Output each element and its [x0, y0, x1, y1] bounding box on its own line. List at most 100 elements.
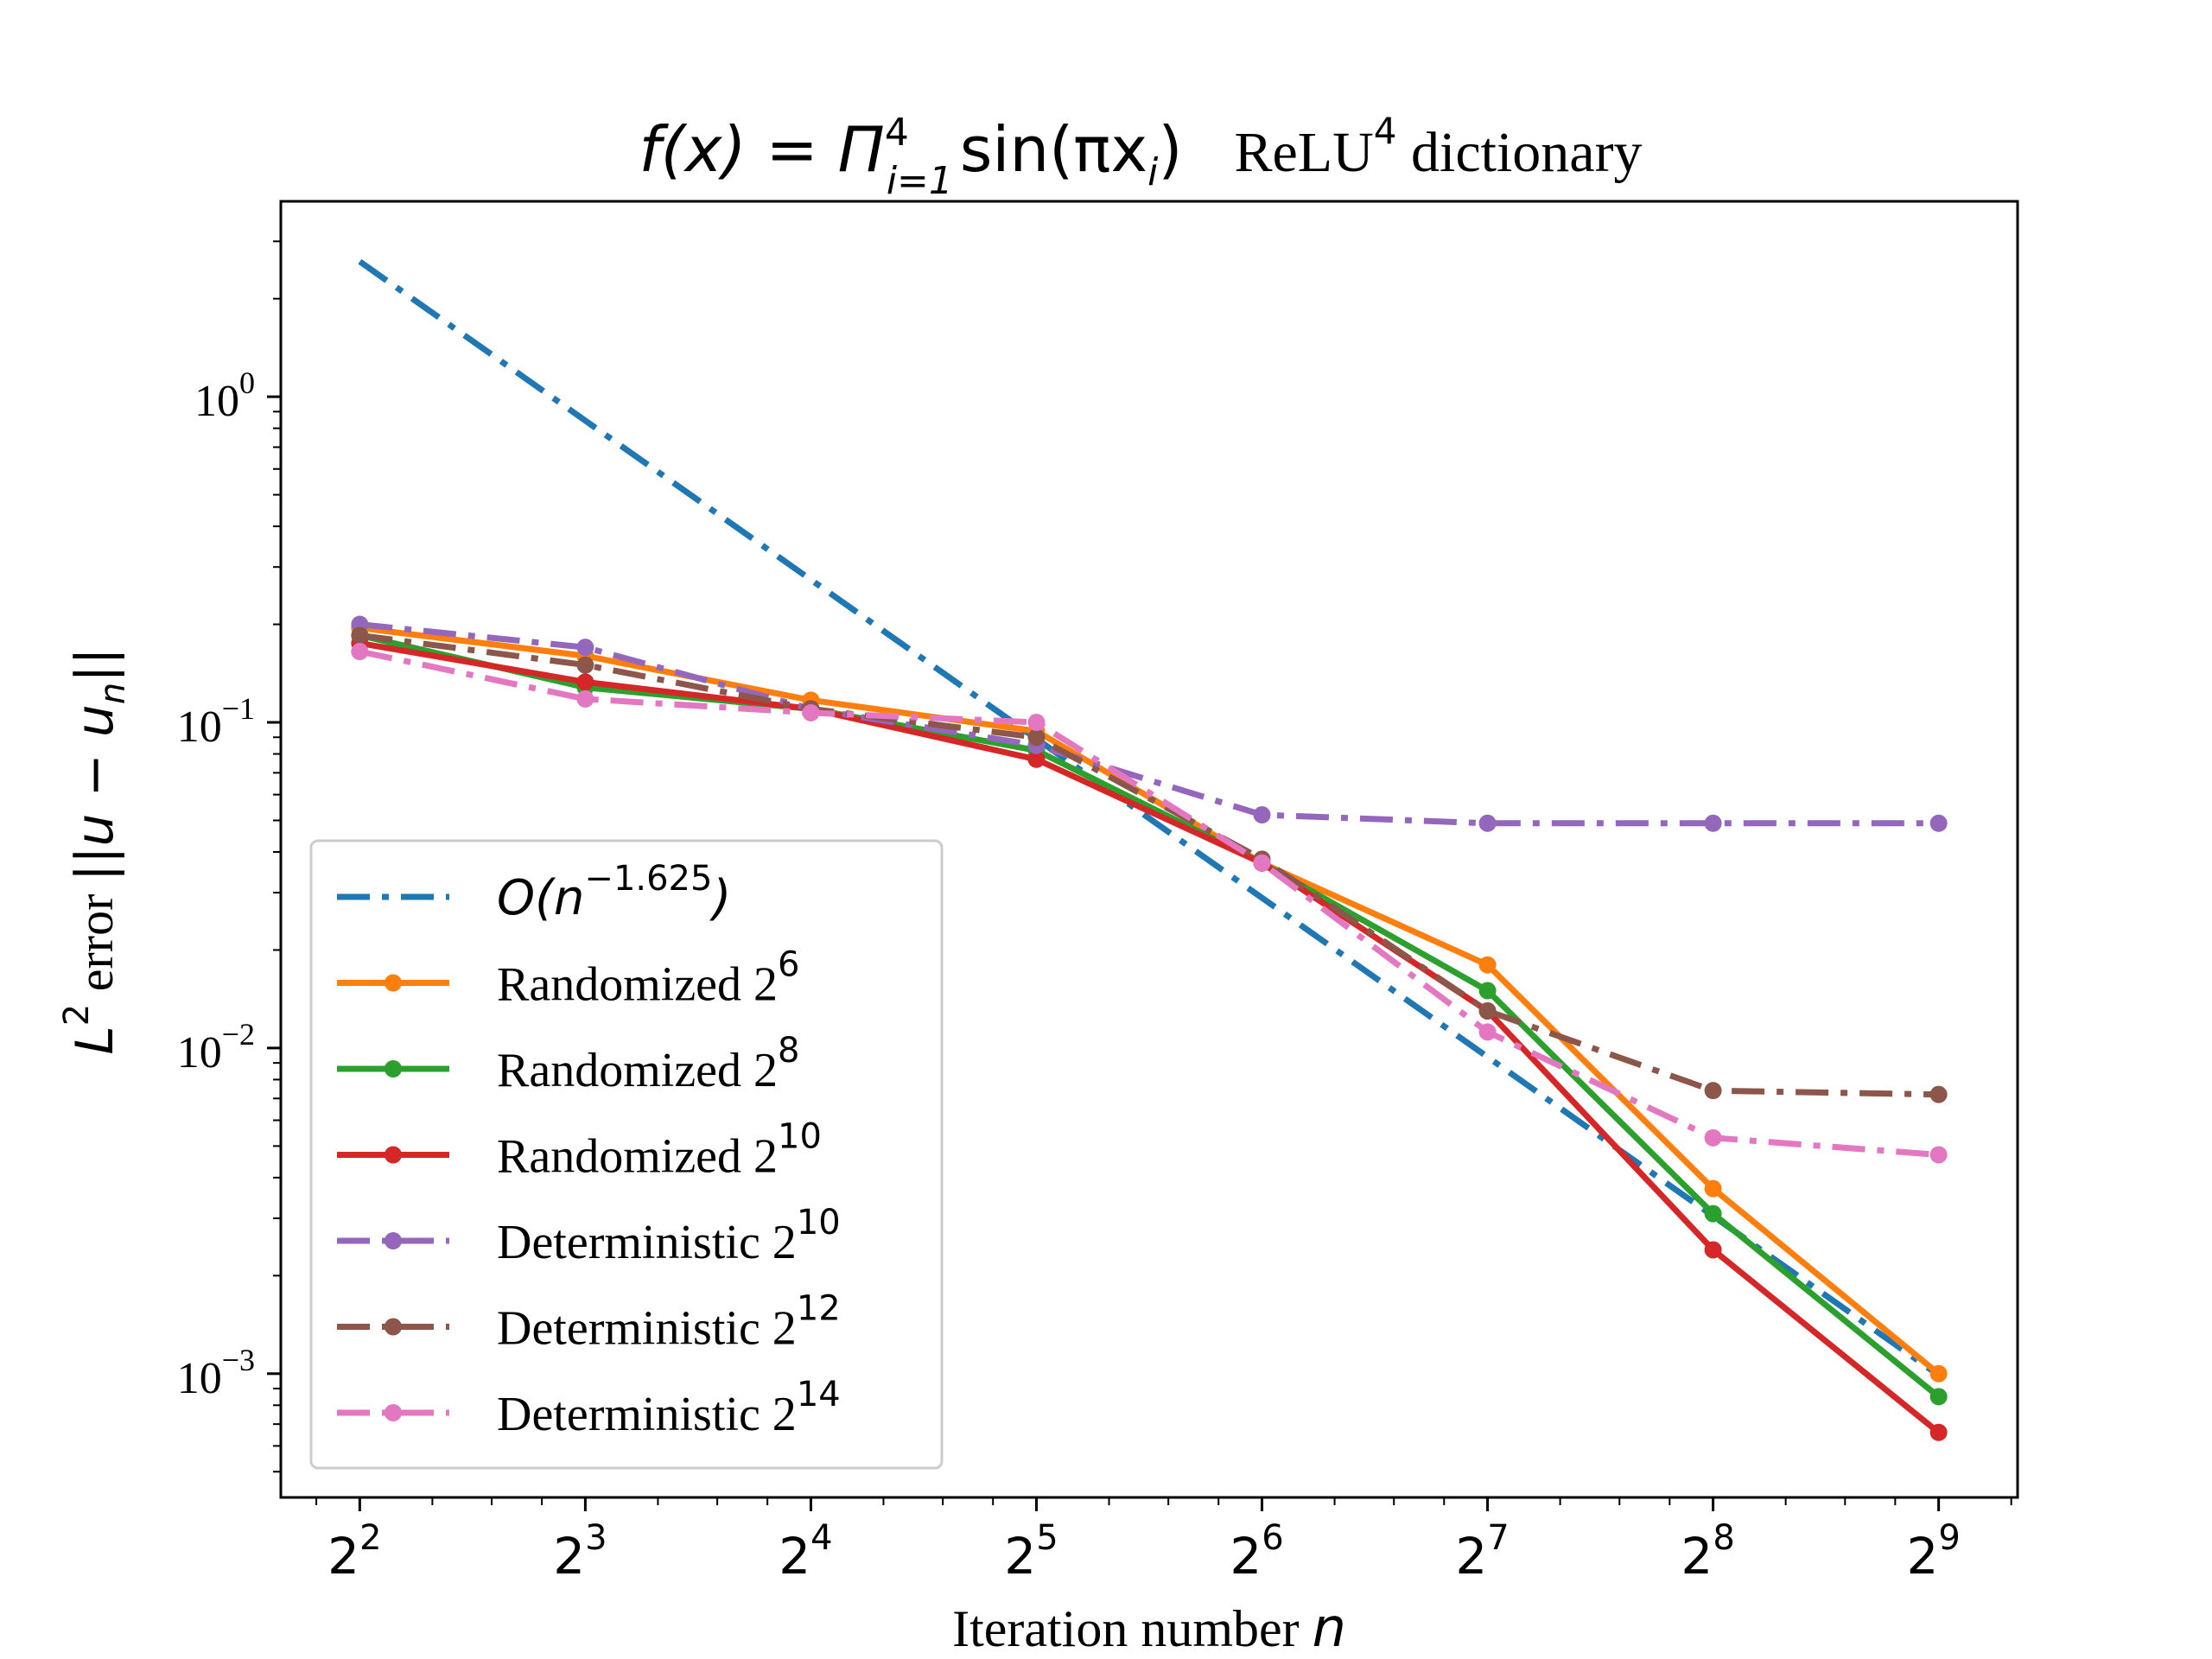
x-tick-base: 2 — [553, 1527, 585, 1586]
legend-label-rand-2-10: Randomized 210 — [497, 1117, 822, 1184]
series-layer — [351, 258, 1948, 1441]
data-point-det-2-12 — [1704, 1082, 1722, 1100]
legend-label-base: Randomized 2 — [497, 958, 778, 1012]
legend-entry-rand-2-8: Randomized 28 — [337, 1031, 800, 1097]
legend-label-sup: 10 — [797, 1203, 841, 1243]
data-point-rand-2-6 — [1929, 1364, 1948, 1382]
legend-entry-rate: O(n−1.625) — [337, 859, 731, 926]
y-tick-exp: −3 — [222, 1343, 255, 1377]
legend-label-rate: O(n−1.625) — [497, 859, 731, 926]
y-axis-label-sub: n — [93, 683, 133, 704]
series-line-det-2-10 — [359, 621, 1939, 827]
data-point-det-2-10 — [576, 639, 594, 657]
x-tick-label: 23 — [553, 1518, 607, 1586]
y-tick-label: 10−2 — [177, 1017, 255, 1077]
data-point-det-2-14 — [576, 690, 594, 708]
data-point-rand-2-10 — [576, 673, 594, 691]
legend-box — [309, 839, 944, 1470]
series-line-det-2-14 — [359, 648, 1939, 1158]
x-tick-exp: 8 — [1713, 1518, 1734, 1558]
data-point-rand-2-10 — [1929, 1423, 1948, 1441]
legend-label-base: O(n — [497, 870, 584, 926]
x-tick-exp: 6 — [1262, 1518, 1283, 1558]
title-prod-sup: 4 — [885, 111, 909, 155]
data-point-det-2-14 — [1478, 1023, 1497, 1041]
y-tick-base: 10 — [177, 1028, 222, 1077]
y-tick-base: 10 — [177, 702, 222, 752]
data-point-rand-2-6 — [1478, 956, 1497, 974]
legend-label-base: Deterministic 2 — [497, 1388, 797, 1441]
y-axis-label-L: L — [65, 1026, 125, 1054]
data-point-det-2-10 — [1929, 814, 1948, 832]
legend-label-sup: 14 — [797, 1375, 841, 1414]
data-point-det-2-14 — [1704, 1128, 1722, 1147]
data-point-det-2-14 — [802, 703, 820, 721]
data-point-rand-2-8 — [1704, 1205, 1722, 1223]
x-tick-exp: 3 — [585, 1518, 607, 1558]
x-tick-exp: 4 — [810, 1518, 832, 1558]
x-tick-label: 24 — [779, 1518, 832, 1586]
x-axis-ticks: 22 23 24 25 26 27 28 29 — [315, 1497, 2012, 1586]
title-dict-text: ReLU — [1234, 121, 1373, 184]
y-tick-base: 10 — [177, 1354, 222, 1403]
x-tick-label: 27 — [1455, 1518, 1509, 1586]
x-tick-base: 2 — [1230, 1527, 1262, 1586]
data-point-det-2-12 — [351, 626, 369, 645]
data-point-det-2-14 — [351, 643, 369, 661]
data-point-rand-2-8 — [1478, 982, 1497, 1000]
y-axis-label-text: error — [67, 881, 124, 1004]
y-tick-exp: −1 — [222, 691, 255, 726]
x-axis-label: Iteration number n — [952, 1596, 1346, 1659]
legend-label-close: ) — [709, 870, 731, 926]
x-tick-label: 26 — [1230, 1518, 1283, 1586]
legend-label-sup: −1.625 — [584, 859, 712, 899]
legend-label-det-2-12: Deterministic 212 — [497, 1289, 841, 1356]
legend-entry-det-2-10: Deterministic 210 — [337, 1203, 841, 1269]
data-point-rand-2-10 — [1704, 1241, 1722, 1259]
x-tick-exp: 2 — [359, 1518, 381, 1558]
y-tick-label: 100 — [194, 365, 255, 426]
legend-marker-det-2-12 — [385, 1318, 402, 1336]
data-point-det-2-12 — [1478, 1001, 1497, 1020]
legend-label-sup: 10 — [778, 1117, 822, 1157]
data-point-rand-2-10 — [1027, 750, 1046, 768]
series-line-rand-2-10 — [359, 639, 1941, 1435]
legend-marker-rand-2-8 — [385, 1060, 402, 1077]
legend-label-det-2-14: Deterministic 214 — [497, 1375, 841, 1441]
data-point-det-2-10 — [1704, 814, 1722, 832]
title-sin: sin(πx — [960, 113, 1147, 186]
title-close: ) — [1158, 113, 1182, 186]
data-point-det-2-14 — [1027, 714, 1046, 732]
y-tick-label: 10−3 — [177, 1343, 255, 1403]
legend-label-base: Randomized 2 — [497, 1130, 778, 1184]
chart-title: f(x) = Π4 i=1 sin(πxi) ReLU4 dictionary — [639, 110, 1642, 203]
y-axis-label-sup: 2 — [57, 1004, 97, 1026]
legend-label-base: Randomized 2 — [497, 1044, 778, 1097]
title-func: f(x) = Π — [639, 113, 884, 186]
x-tick-base: 2 — [327, 1527, 359, 1586]
data-point-det-2-12 — [1027, 728, 1046, 747]
legend-marker-rand-2-6 — [385, 974, 402, 992]
data-point-det-2-10 — [1253, 806, 1271, 824]
x-tick-base: 2 — [1455, 1527, 1487, 1586]
x-tick-label: 22 — [327, 1518, 381, 1586]
title-sin-sub: i — [1147, 150, 1159, 194]
series-line-det-2-12 — [359, 632, 1939, 1098]
x-tick-label: 29 — [1906, 1518, 1960, 1586]
x-tick-base: 2 — [1004, 1527, 1036, 1586]
series-line-rand-2-8 — [359, 632, 1941, 1400]
y-axis-label: L2 error ||u − un|| — [57, 647, 133, 1054]
legend-entry-det-2-12: Deterministic 212 — [337, 1289, 841, 1356]
x-tick-base: 2 — [1906, 1527, 1938, 1586]
series-rate — [358, 258, 1941, 1378]
x-tick-base: 2 — [1681, 1527, 1713, 1586]
legend-entry-det-2-14: Deterministic 214 — [337, 1375, 841, 1441]
legend-entry-rand-2-6: Randomized 26 — [337, 945, 800, 1012]
data-point-rand-2-8 — [1929, 1388, 1948, 1406]
series-line-rand-2-6 — [359, 625, 1941, 1376]
legend-label-base: Deterministic 2 — [497, 1216, 797, 1269]
legend-label-rand-2-6: Randomized 26 — [497, 945, 800, 1012]
x-tick-exp: 5 — [1036, 1518, 1058, 1558]
